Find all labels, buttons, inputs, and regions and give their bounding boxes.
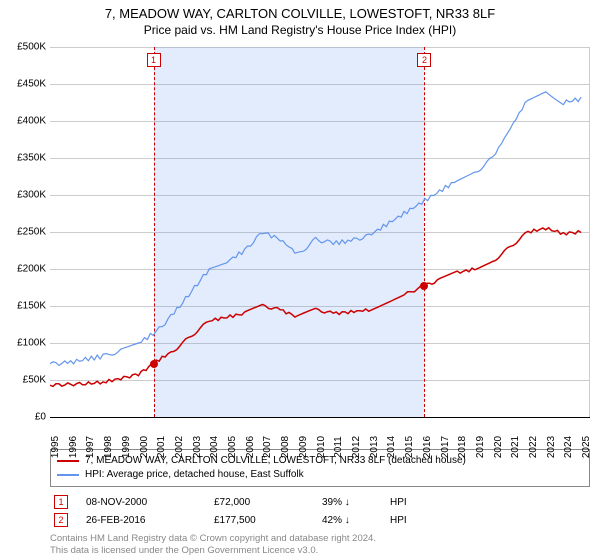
transaction-pct: 42% ↓	[322, 515, 382, 526]
x-axis-label: 2019	[475, 436, 486, 458]
line-chart-svg	[50, 47, 590, 417]
footer-line-1: Contains HM Land Registry data © Crown c…	[50, 533, 590, 545]
series-property	[50, 228, 581, 387]
chart-subtitle: Price paid vs. HM Land Registry's House …	[10, 23, 590, 37]
x-axis-label: 2020	[493, 436, 504, 458]
x-axis-label: 2014	[386, 436, 397, 458]
y-axis-label: £0	[10, 412, 46, 423]
transaction-row: 2 26-FEB-2016 £177,500 42% ↓ HPI	[50, 511, 590, 529]
x-axis-label: 1999	[121, 436, 132, 458]
transaction-marker: 1	[54, 495, 68, 509]
x-axis-label: 1996	[68, 436, 79, 458]
transaction-point-2	[420, 282, 428, 290]
x-axis-label: 2010	[316, 436, 327, 458]
x-axis-label: 2023	[546, 436, 557, 458]
x-axis-label: 2021	[510, 436, 521, 458]
x-axis-label: 2008	[280, 436, 291, 458]
y-axis-label: £200K	[10, 264, 46, 275]
transaction-marker: 2	[54, 513, 68, 527]
y-axis-label: £450K	[10, 79, 46, 90]
x-axis-label: 2004	[209, 436, 220, 458]
marker-box-1: 1	[147, 53, 161, 67]
x-axis-label: 2005	[227, 436, 238, 458]
x-axis-label: 2003	[192, 436, 203, 458]
y-axis-label: £350K	[10, 153, 46, 164]
x-axis-label: 2011	[333, 436, 344, 458]
x-axis-label: 2022	[528, 436, 539, 458]
x-axis-label: 1998	[103, 436, 114, 458]
footer-line-2: This data is licensed under the Open Gov…	[50, 545, 590, 557]
transaction-vs: HPI	[390, 515, 450, 526]
transaction-price: £72,000	[214, 497, 314, 508]
series-hpi	[50, 92, 581, 366]
transaction-date: 26-FEB-2016	[86, 515, 206, 526]
y-axis-label: £150K	[10, 301, 46, 312]
x-axis-label: 2017	[440, 436, 451, 458]
x-axis-label: 2012	[351, 436, 362, 458]
x-axis-label: 2015	[404, 436, 415, 458]
y-axis-label: £100K	[10, 338, 46, 349]
y-axis-label: £300K	[10, 190, 46, 201]
footer-attribution: Contains HM Land Registry data © Crown c…	[50, 533, 590, 558]
x-axis-label: 2013	[369, 436, 380, 458]
x-axis-label: 2006	[245, 436, 256, 458]
y-axis-label: £400K	[10, 116, 46, 127]
x-axis-label: 2016	[422, 436, 433, 458]
transaction-table: 1 08-NOV-2000 £72,000 39% ↓ HPI 2 26-FEB-2016 £…	[50, 493, 590, 529]
x-axis-label: 2018	[457, 436, 468, 458]
transaction-date: 08-NOV-2000	[86, 497, 206, 508]
legend-swatch	[57, 474, 79, 476]
x-axis-label: 2024	[563, 436, 574, 458]
x-axis-label: 2025	[581, 436, 592, 458]
chart-plot-area: £0£50K£100K£150K£200K£250K£300K£350K£400…	[50, 47, 590, 417]
x-axis-label: 2001	[156, 436, 167, 458]
y-axis-label: £500K	[10, 42, 46, 53]
legend-label: HPI: Average price, detached house, East…	[85, 468, 304, 482]
x-axis-label: 1997	[85, 436, 96, 458]
transaction-point-1	[150, 360, 158, 368]
transaction-vs: HPI	[390, 497, 450, 508]
transaction-price: £177,500	[214, 515, 314, 526]
x-axis-label: 2000	[139, 436, 150, 458]
chart-title: 7, MEADOW WAY, CARLTON COLVILLE, LOWESTO…	[10, 6, 590, 21]
x-axis-label: 2009	[298, 436, 309, 458]
legend-swatch	[57, 460, 79, 462]
transaction-pct: 39% ↓	[322, 497, 382, 508]
marker-box-2: 2	[417, 53, 431, 67]
x-axis-label: 2002	[174, 436, 185, 458]
legend-item: HPI: Average price, detached house, East…	[57, 468, 583, 482]
x-axis-label: 1995	[50, 436, 61, 458]
transaction-row: 1 08-NOV-2000 £72,000 39% ↓ HPI	[50, 493, 590, 511]
x-axis-label: 2007	[262, 436, 273, 458]
y-axis-label: £250K	[10, 227, 46, 238]
y-axis-label: £50K	[10, 375, 46, 386]
